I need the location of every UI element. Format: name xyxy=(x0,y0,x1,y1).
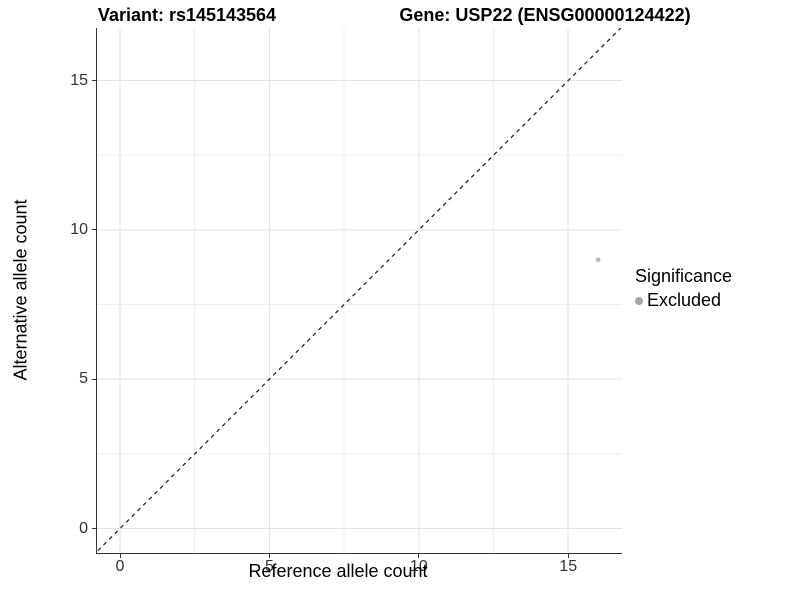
y-tick-label: 15 xyxy=(70,71,88,89)
data-point xyxy=(595,257,601,263)
x-tick-mark xyxy=(567,554,569,558)
x-tick-mark xyxy=(418,554,420,558)
y-tick-label: 5 xyxy=(79,370,88,388)
legend-title: Significance xyxy=(635,266,733,286)
legend-item-excluded: Excluded xyxy=(635,290,732,311)
x-tick-mark xyxy=(119,554,121,558)
x-axis-title: Reference allele count xyxy=(248,561,428,581)
x-tick-label: 15 xyxy=(559,558,578,575)
x-tick-label: 0 xyxy=(115,558,125,575)
legend-key-dot xyxy=(635,296,643,305)
legend-item-label: Excluded xyxy=(647,290,722,310)
plot-title-gene: Gene: USP22 (ENSG00000124422) xyxy=(399,5,691,25)
y-tick-label: 10 xyxy=(70,220,88,238)
identity-line xyxy=(97,28,622,553)
x-tick-mark xyxy=(268,554,270,558)
plot-title-variant: Variant: rs145143564 xyxy=(97,5,277,25)
legend: Significance Excluded xyxy=(635,266,732,311)
panel-canvas xyxy=(97,28,622,553)
plot-panel xyxy=(96,28,622,554)
y-axis-title: Alternative allele count xyxy=(10,199,31,381)
y-tick-label: 0 xyxy=(79,519,88,537)
